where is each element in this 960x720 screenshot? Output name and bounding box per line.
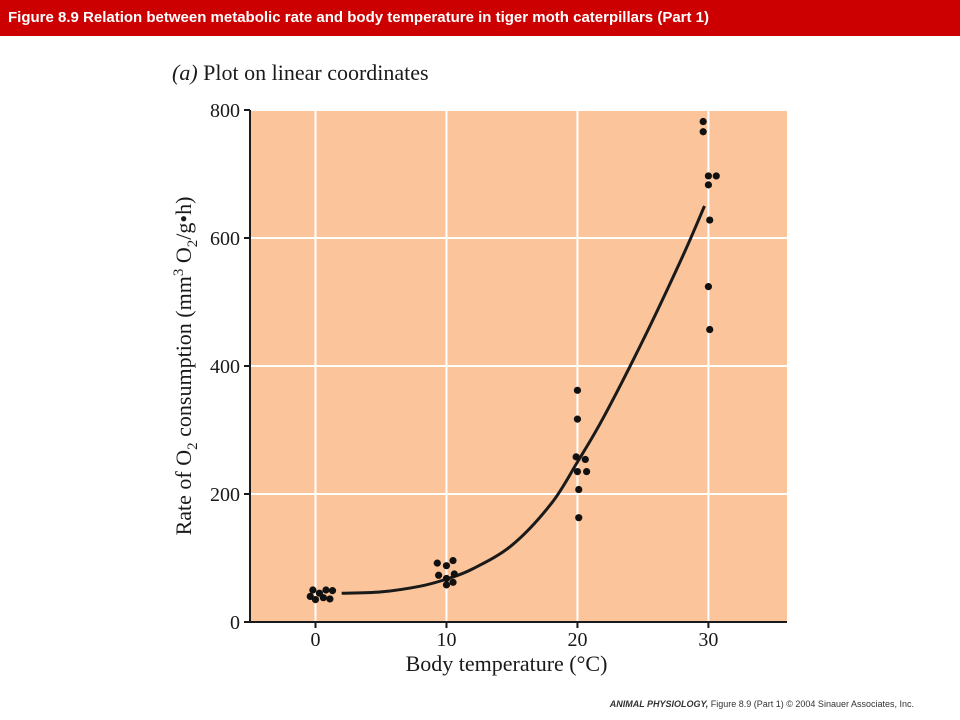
data-point: [706, 216, 714, 224]
y-tick-label: 0: [230, 612, 240, 634]
data-point: [328, 587, 337, 595]
figure-header-bar: Figure 8.9 Relation between metabolic ra…: [0, 0, 960, 36]
data-point: [442, 581, 451, 589]
data-point: [699, 117, 707, 126]
data-point: [306, 592, 314, 601]
data-point: [450, 570, 458, 578]
y-tick-label: 600: [210, 228, 240, 250]
y-label-part: O: [171, 247, 196, 268]
data-point: [573, 468, 582, 476]
y-label-sup: 3: [171, 269, 187, 277]
y-label-part: consumption (mm: [171, 276, 196, 442]
x-tick-label: 20: [567, 629, 587, 651]
data-point: [704, 283, 713, 291]
x-tick-label: 10: [436, 629, 456, 651]
data-points: [306, 117, 720, 604]
credit-book-title: ANIMAL PHYSIOLOGY,: [609, 699, 709, 709]
data-point: [433, 559, 441, 567]
data-point: [573, 415, 582, 423]
data-point: [575, 514, 583, 522]
data-point: [326, 595, 334, 603]
y-tick-label: 200: [210, 484, 240, 506]
y-tick-label: 400: [210, 356, 240, 378]
data-point: [311, 596, 320, 604]
data-point: [575, 485, 583, 494]
y-axis-label: Rate of O2 consumption (mm3 O2/g•h): [171, 197, 201, 536]
data-point: [435, 571, 443, 579]
data-point: [704, 181, 713, 189]
y-label-part: Rate of O: [171, 450, 196, 536]
y-label-sub: 2: [185, 240, 201, 248]
data-point: [704, 172, 713, 180]
data-point: [699, 128, 707, 136]
credit-copyright: © 2004 Sinauer Associates, Inc.: [783, 699, 914, 709]
data-point: [322, 586, 330, 594]
y-tick-label: 800: [210, 100, 240, 122]
figure-title: Figure 8.9 Relation between metabolic ra…: [8, 9, 710, 26]
data-point: [583, 468, 591, 476]
data-point: [449, 578, 457, 586]
x-axis-label: Body temperature (°C): [406, 651, 608, 676]
data-point: [319, 594, 327, 602]
data-point: [442, 562, 451, 570]
y-label-sub: 2: [185, 442, 201, 450]
data-point: [449, 556, 457, 565]
panel-label: (a) Plot on linear coordinates: [172, 60, 429, 86]
copyright-credit: ANIMAL PHYSIOLOGY, Figure 8.9 (Part 1) ©…: [610, 699, 914, 709]
panel-title: Plot on linear coordinates: [203, 60, 429, 85]
axis-ticks: 0 10 20 30 0 200 400 600 800: [210, 100, 718, 651]
data-point: [309, 586, 317, 594]
data-point: [706, 325, 714, 334]
data-point: [573, 386, 582, 394]
panel-letter: (a): [172, 60, 198, 85]
grid-lines: [250, 109, 787, 622]
credit-figure: Figure 8.9 (Part 1): [708, 699, 784, 709]
data-point: [572, 453, 580, 461]
data-point: [442, 574, 451, 583]
data-point: [581, 455, 589, 464]
x-tick-label: 30: [698, 629, 718, 651]
y-label-part: /g•h): [171, 197, 196, 240]
x-tick-label: 0: [310, 629, 320, 651]
data-point: [712, 172, 720, 180]
fit-curve: [341, 205, 706, 595]
